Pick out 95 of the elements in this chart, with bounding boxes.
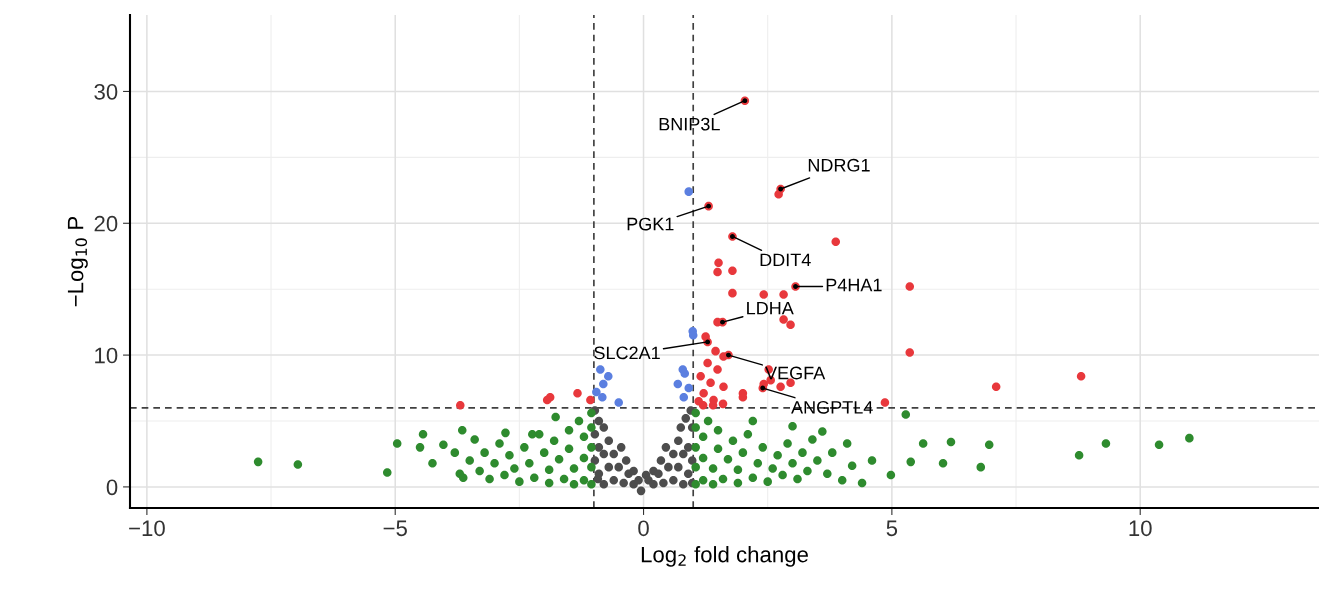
point xyxy=(683,469,693,479)
x-tick-label: −10 xyxy=(129,520,165,537)
point xyxy=(673,379,683,389)
point xyxy=(1076,371,1086,381)
point xyxy=(728,266,737,276)
point xyxy=(679,449,688,459)
point xyxy=(991,382,1001,392)
point xyxy=(759,290,769,299)
point xyxy=(684,187,694,196)
annotation: ANGPTL4 xyxy=(791,400,873,414)
point xyxy=(905,282,915,291)
point xyxy=(688,331,698,340)
annotation: PGK1 xyxy=(627,217,674,231)
point xyxy=(634,476,643,485)
point xyxy=(609,476,619,485)
point xyxy=(599,379,608,389)
point xyxy=(614,462,623,472)
point xyxy=(786,320,795,330)
y-tick-label: 0 xyxy=(106,479,118,496)
point xyxy=(831,237,841,247)
x-tick-label: 10 xyxy=(1129,520,1152,537)
annotation: LDHA xyxy=(747,301,794,315)
point xyxy=(590,456,600,465)
point xyxy=(616,443,626,452)
point xyxy=(456,400,465,410)
point xyxy=(719,382,728,392)
point xyxy=(621,456,631,465)
point xyxy=(599,423,609,432)
point xyxy=(699,389,708,398)
point xyxy=(703,358,712,368)
point xyxy=(698,400,708,410)
point xyxy=(592,387,601,397)
point xyxy=(714,258,723,268)
point xyxy=(659,478,668,488)
point xyxy=(728,288,737,298)
point xyxy=(679,392,689,402)
point xyxy=(880,398,890,407)
point xyxy=(649,479,658,489)
annotation: SLC2A1 xyxy=(594,346,660,360)
annotation: P4HA1 xyxy=(826,278,882,292)
point xyxy=(636,486,646,496)
point xyxy=(664,462,673,472)
x-axis-title: Log$_{2}$ fold change xyxy=(641,546,808,567)
annotation: DDIT4 xyxy=(760,253,811,267)
point xyxy=(596,365,605,374)
point xyxy=(774,189,783,199)
point xyxy=(696,371,705,381)
point xyxy=(679,479,688,489)
y-axis-title: −Log$_{10}$ P xyxy=(67,216,88,307)
y-tick-label: 10 xyxy=(95,347,118,364)
point xyxy=(604,371,613,381)
point xyxy=(684,383,694,393)
point xyxy=(629,466,638,476)
x-tick-label: −5 xyxy=(383,520,407,537)
point xyxy=(711,346,720,356)
point xyxy=(779,315,788,324)
point xyxy=(594,443,604,452)
point xyxy=(599,479,609,489)
point xyxy=(598,392,607,402)
point xyxy=(674,436,683,446)
point xyxy=(681,414,691,423)
point xyxy=(604,436,614,446)
point xyxy=(779,290,788,299)
point xyxy=(676,423,686,432)
point xyxy=(713,365,722,374)
point xyxy=(905,348,915,357)
point xyxy=(656,456,666,465)
point xyxy=(713,267,722,277)
point xyxy=(718,399,728,409)
point xyxy=(669,476,678,485)
y-tick-label: 20 xyxy=(94,215,118,232)
x-tick-label: 5 xyxy=(886,520,898,537)
point xyxy=(614,398,623,407)
point xyxy=(654,469,663,479)
point xyxy=(683,443,693,452)
point xyxy=(669,449,678,459)
y-tick-label: 30 xyxy=(94,83,118,100)
point xyxy=(609,449,619,459)
point xyxy=(599,449,609,459)
point xyxy=(604,462,614,472)
x-tick-label: 0 xyxy=(638,520,649,537)
point xyxy=(674,462,683,472)
point xyxy=(590,429,600,439)
annotation: BNIP3L xyxy=(659,117,720,131)
point xyxy=(619,478,628,488)
annotation: VEGFA xyxy=(765,366,826,380)
point xyxy=(776,382,785,392)
annotation: NDRG1 xyxy=(808,158,870,172)
point xyxy=(661,443,671,452)
point xyxy=(706,378,715,388)
point xyxy=(586,395,595,405)
point xyxy=(680,369,690,378)
point xyxy=(573,389,582,398)
point xyxy=(687,456,697,465)
point xyxy=(594,416,604,426)
